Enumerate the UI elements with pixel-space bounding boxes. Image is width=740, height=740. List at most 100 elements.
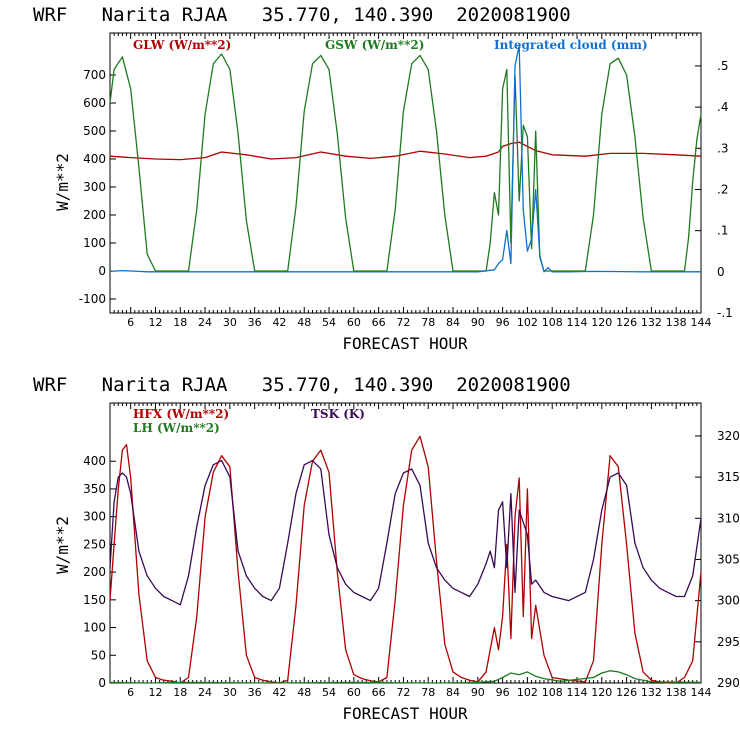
- top-legend-gsw: GSW (W/m**2): [325, 38, 424, 52]
- bottom-x-tick-label: 78: [421, 686, 435, 699]
- top-x-tick-label: 108: [542, 316, 563, 329]
- bottom-x-tick-label: 42: [272, 686, 286, 699]
- bottom-series-lh: [109, 670, 702, 684]
- top-x-tick-label: 54: [322, 316, 336, 329]
- bottom-x-tick-label: 144: [691, 686, 712, 699]
- top-x-tick-label: 24: [198, 316, 212, 329]
- top-y-tick-label: -100: [79, 292, 106, 306]
- top-x-tick-label: 48: [297, 316, 311, 329]
- bottom-x-tick-label: 48: [297, 686, 311, 699]
- bottom-series-tsk: [109, 459, 702, 606]
- bottom-y-tick-label: 50: [91, 648, 106, 662]
- top-x-tick-label: 12: [148, 316, 162, 329]
- top-y-tick-label: 400: [83, 152, 106, 166]
- top-y-tick-label: 700: [83, 68, 106, 82]
- top-chart-title: WRF Narita RJAA 35.770, 140.390 20200819…: [33, 4, 571, 26]
- bottom-x-tick-label: 66: [372, 686, 386, 699]
- bottom-y2-tick-label: 300: [717, 594, 740, 608]
- top-legend-glw: GLW (W/m**2): [133, 38, 231, 52]
- bottom-x-tick-label: 96: [496, 686, 510, 699]
- top-y2-tick-label: .5: [717, 59, 728, 73]
- bottom-y2-tick-label: 295: [717, 635, 740, 649]
- bottom-series-hfx: [109, 435, 702, 684]
- bottom-chart-title: WRF Narita RJAA 35.770, 140.390 20200819…: [33, 374, 571, 396]
- top-x-tick-label: 18: [173, 316, 187, 329]
- bottom-y-axis-label: W/m**2: [53, 516, 72, 574]
- top-series-integrated: [109, 44, 701, 273]
- top-x-tick-label: 36: [248, 316, 262, 329]
- bottom-x-tick-label: 18: [173, 686, 187, 699]
- bottom-x-tick-label: 102: [517, 686, 538, 699]
- bottom-x-tick-label: 90: [471, 686, 485, 699]
- top-x-tick-label: 120: [591, 316, 612, 329]
- top-x-tick-label: 126: [616, 316, 637, 329]
- bottom-y-tick-label: 250: [83, 537, 106, 551]
- bottom-legend-hfx: HFX (W/m**2): [133, 407, 229, 421]
- bottom-x-tick-label: 36: [248, 686, 262, 699]
- top-x-tick-label: 90: [471, 316, 485, 329]
- bottom-x-tick-label: 30: [223, 686, 237, 699]
- top-x-tick-label: 72: [396, 316, 410, 329]
- bottom-x-tick-label: 72: [396, 686, 410, 699]
- top-y-tick-label: 0: [98, 264, 106, 278]
- top-y2-tick-label: .1: [717, 224, 728, 238]
- bottom-y-tick-label: 0: [98, 676, 106, 690]
- top-x-tick-label: 138: [666, 316, 687, 329]
- bottom-x-tick-label: 6: [127, 686, 134, 699]
- bottom-legend-tsk: TSK (K): [311, 407, 365, 421]
- bottom-x-tick-label: 24: [198, 686, 212, 699]
- bottom-legend-lh: LH (W/m**2): [133, 421, 220, 435]
- bottom-x-tick-label: 120: [591, 686, 612, 699]
- bottom-y-tick-label: 350: [83, 482, 106, 496]
- top-y-axis-label: W/m**2: [53, 153, 72, 211]
- top-x-tick-label: 114: [567, 316, 588, 329]
- top-y-tick-label: 500: [83, 124, 106, 138]
- top-series-glw: [109, 141, 702, 161]
- bottom-y2-tick-label: 290: [717, 676, 740, 690]
- bottom-y-tick-label: 150: [83, 593, 106, 607]
- bottom-x-tick-label: 114: [567, 686, 588, 699]
- top-y-tick-label: 300: [83, 180, 106, 194]
- top-x-tick-label: 6: [127, 316, 134, 329]
- bottom-x-tick-label: 132: [641, 686, 662, 699]
- top-x-tick-label: 60: [347, 316, 361, 329]
- bottom-x-tick-label: 126: [616, 686, 637, 699]
- top-x-tick-label: 144: [691, 316, 712, 329]
- bottom-y2-tick-label: 320: [717, 429, 740, 443]
- top-plot-frame: [109, 32, 702, 314]
- top-y-tick-label: 600: [83, 96, 106, 110]
- bottom-x-tick-label: 54: [322, 686, 336, 699]
- bottom-x-tick-label: 84: [446, 686, 460, 699]
- top-y2-tick-label: .2: [717, 182, 728, 196]
- bottom-plot-frame: [109, 402, 702, 684]
- top-x-tick-label: 66: [372, 316, 386, 329]
- bottom-y-tick-label: 400: [83, 454, 106, 468]
- bottom-y-tick-label: 300: [83, 510, 106, 524]
- top-x-tick-label: 30: [223, 316, 237, 329]
- top-x-tick-label: 78: [421, 316, 435, 329]
- top-series-gsw: [109, 53, 702, 272]
- bottom-y-tick-label: 200: [83, 565, 106, 579]
- top-x-tick-label: 96: [496, 316, 510, 329]
- bottom-y-tick-label: 100: [83, 621, 106, 635]
- top-y2-tick-label: 0: [717, 265, 725, 279]
- bottom-x-tick-label: 138: [666, 686, 687, 699]
- top-legend-cloud: Integrated cloud (mm): [494, 38, 648, 52]
- bottom-x-tick-label: 12: [148, 686, 162, 699]
- bottom-y2-tick-label: 305: [717, 552, 740, 566]
- bottom-y2-tick-label: 310: [717, 511, 740, 525]
- top-x-tick-label: 102: [517, 316, 538, 329]
- top-x-tick-label: 84: [446, 316, 460, 329]
- bottom-y2-tick-label: 315: [717, 470, 740, 484]
- top-x-axis-label: FORECAST HOUR: [342, 334, 468, 353]
- top-y-tick-label: 100: [83, 236, 106, 250]
- top-x-tick-label: 42: [272, 316, 286, 329]
- bottom-x-tick-label: 108: [542, 686, 563, 699]
- top-y2-tick-label: .4: [717, 100, 728, 114]
- top-y2-tick-label: .3: [717, 141, 728, 155]
- top-y2-tick-label: -.1: [717, 306, 733, 320]
- bottom-x-axis-label: FORECAST HOUR: [342, 704, 468, 723]
- bottom-x-tick-label: 60: [347, 686, 361, 699]
- top-x-tick-label: 132: [641, 316, 662, 329]
